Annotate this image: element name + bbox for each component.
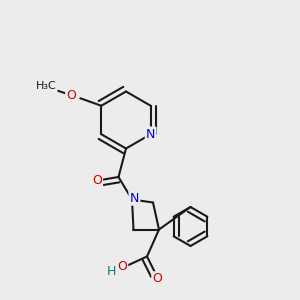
Text: N: N (146, 128, 155, 141)
Text: O: O (92, 173, 102, 187)
Text: H: H (107, 265, 117, 278)
Text: O: O (66, 89, 76, 102)
Text: H₃C: H₃C (36, 81, 56, 91)
Text: O: O (153, 272, 162, 286)
Text: N: N (130, 191, 139, 205)
Text: O: O (117, 260, 127, 274)
